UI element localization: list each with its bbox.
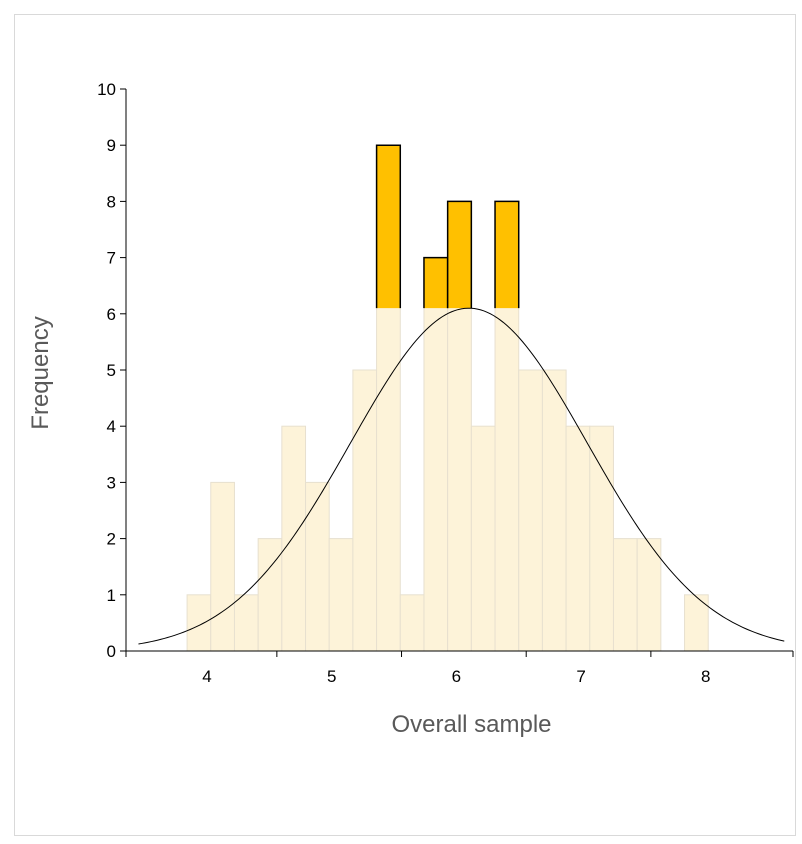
histogram-bar	[352, 369, 378, 652]
highlighted-bar-top	[495, 201, 519, 309]
histogram-bar	[186, 594, 212, 652]
histogram-bar	[565, 425, 591, 652]
y-axis-ticks: 0 1 2 3 4 5 6 7 8 9 10	[97, 80, 126, 661]
histogram-bar	[541, 369, 567, 652]
x-tick-label: 6	[452, 667, 461, 686]
y-tick-label: 3	[107, 473, 116, 492]
x-axis-ticks: 4 5 6 7 8	[125, 651, 794, 686]
y-tick-label: 2	[107, 530, 116, 549]
y-tick-label: 0	[107, 642, 116, 661]
histogram-bar	[470, 425, 496, 652]
x-tick-label: 8	[701, 667, 710, 686]
y-tick-label: 1	[107, 586, 116, 605]
y-tick-label: 8	[107, 192, 116, 211]
histogram-bar	[210, 481, 235, 652]
y-tick-label: 6	[107, 305, 116, 324]
x-tick-label: 5	[327, 667, 336, 686]
histogram-bar	[612, 538, 638, 652]
highlighted-bar-top	[376, 145, 401, 309]
chart-frame	[14, 14, 796, 836]
highlighted-bar-outline	[446, 200, 473, 309]
histogram-bar	[518, 369, 543, 652]
highlighted-bar-outline	[375, 144, 402, 309]
highlighted-bar-top	[447, 201, 472, 309]
highlighted-bar-top	[423, 257, 448, 309]
histogram-bar	[636, 538, 662, 652]
y-tick-label: 5	[107, 361, 116, 380]
y-tick-label: 4	[107, 417, 116, 436]
histogram-bar	[589, 425, 614, 652]
y-axis-title: Frequency	[27, 316, 54, 429]
histogram-bar	[399, 594, 425, 652]
x-tick-label: 4	[202, 667, 211, 686]
histogram-bar	[423, 257, 449, 652]
histogram-bar	[305, 481, 330, 652]
y-tick-label: 10	[97, 80, 116, 99]
y-tick-label: 9	[107, 136, 116, 155]
histogram-bar	[233, 594, 259, 652]
histogram-bar	[257, 538, 283, 652]
normal-distribution-curve	[138, 307, 785, 645]
highlighted-bar-tops	[375, 144, 520, 309]
y-tick-label: 7	[107, 249, 116, 268]
x-axis-title: Overall sample	[391, 711, 551, 738]
histogram-bar	[281, 425, 307, 652]
histogram-bar	[328, 538, 354, 652]
highlighted-bar-outline	[494, 200, 520, 309]
x-tick-label: 7	[576, 667, 585, 686]
